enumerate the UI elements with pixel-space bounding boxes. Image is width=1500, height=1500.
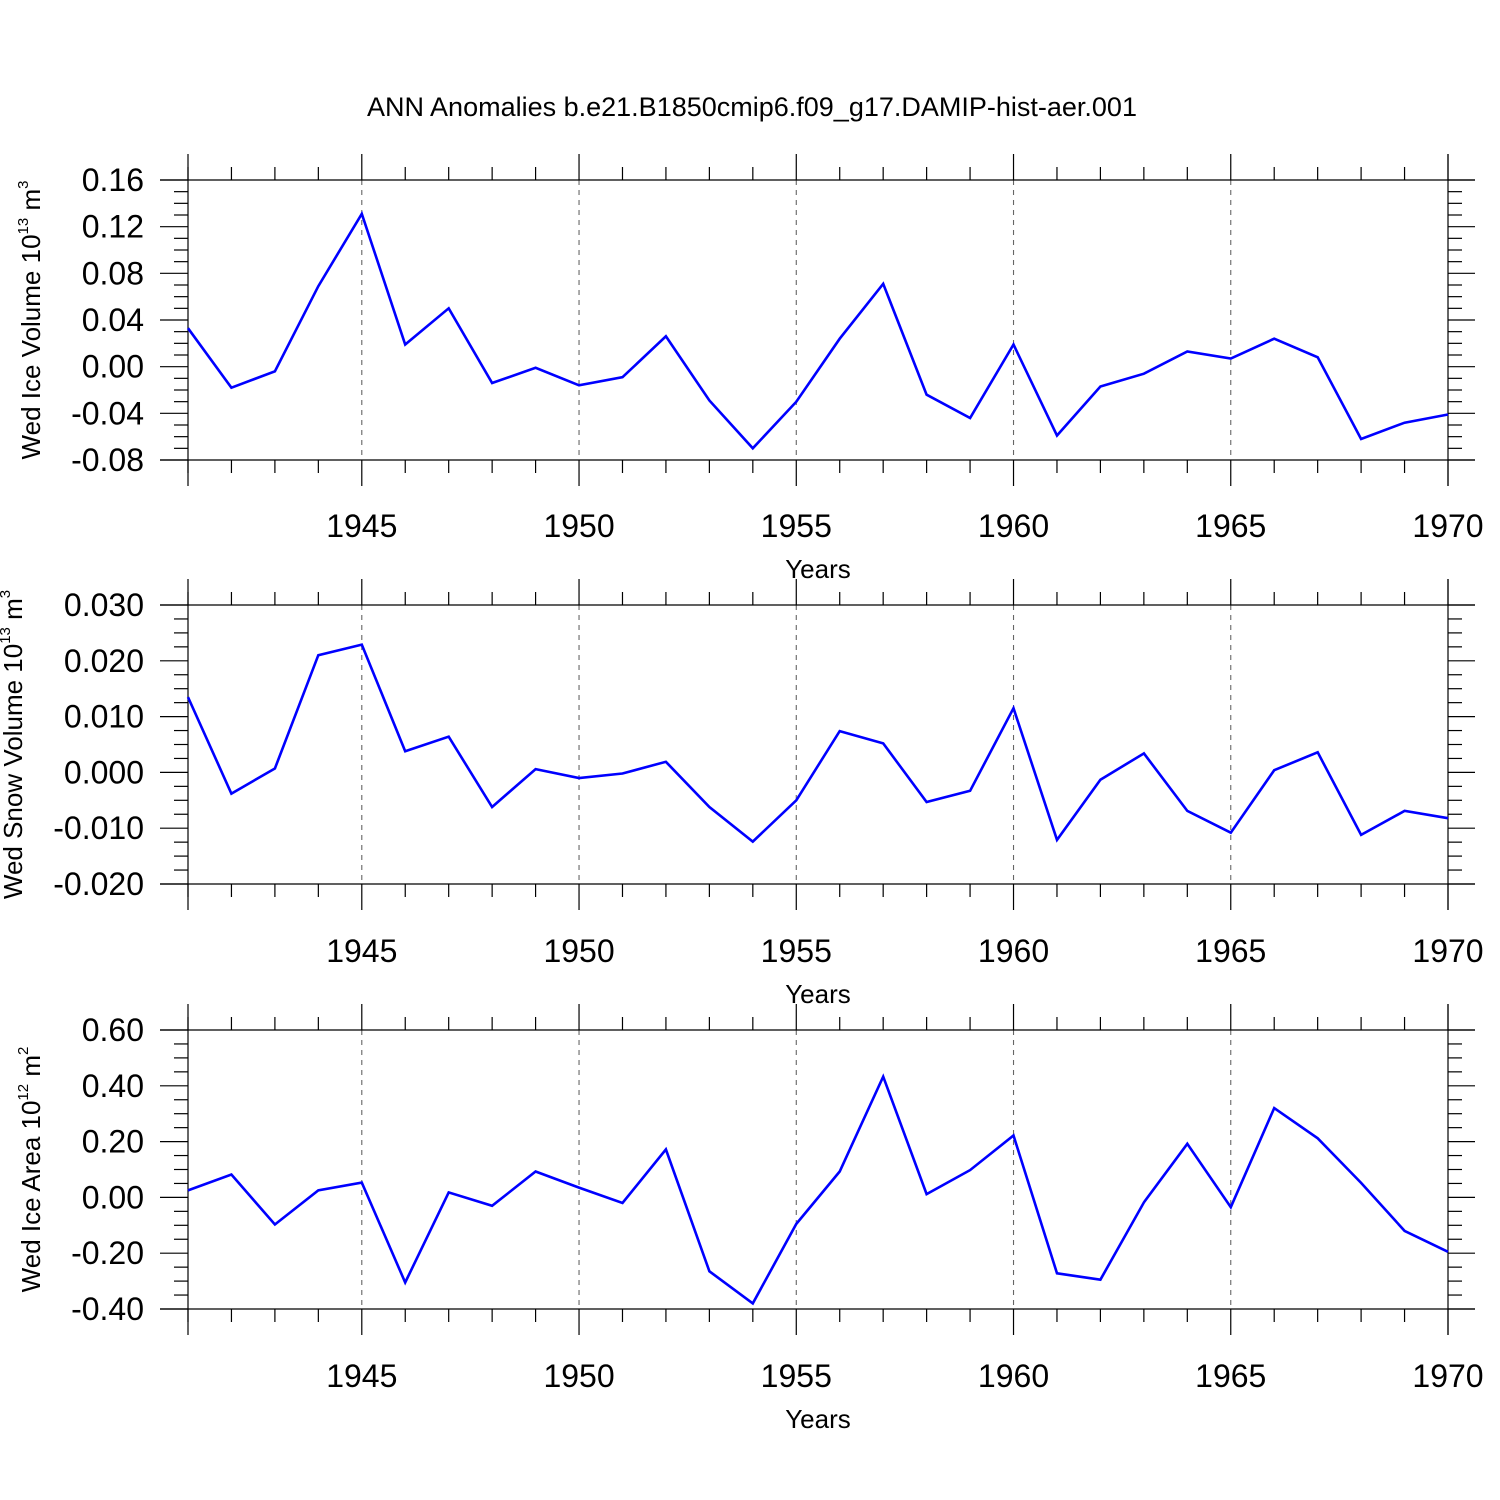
y-axis-title: Wed Snow Volume 1013 m3 xyxy=(0,590,28,899)
x-tick-label: 1970 xyxy=(1412,508,1483,544)
y-tick-label: 0.020 xyxy=(64,643,144,679)
y-tick-label: 0.00 xyxy=(82,1179,144,1215)
x-tick-label: 1945 xyxy=(326,508,397,544)
panel-1: 1945 1950 1955 1960 1965 1970 -0.08 -0.04 0.00 0.… xyxy=(15,154,1484,584)
y-tick-label: -0.40 xyxy=(71,1291,144,1327)
y-tick-label: -0.04 xyxy=(71,395,144,431)
y-tick-label: 0.08 xyxy=(82,255,144,291)
y-tick-label: 0.60 xyxy=(82,1012,144,1048)
y-tick-label: -0.08 xyxy=(71,442,144,478)
y-tick-label: 0.16 xyxy=(82,162,144,198)
x-tick-label: 1945 xyxy=(326,1358,397,1394)
x-tick-label: 1950 xyxy=(543,508,614,544)
y-tick-label: 0.000 xyxy=(64,754,144,790)
series-line xyxy=(186,643,1449,844)
panel-3: 1945 1950 1955 1960 1965 1970 -0.40 -0.20 0.00 0.… xyxy=(15,1004,1484,1434)
y-tick-label: 0.010 xyxy=(64,699,144,735)
x-tick-label: 1960 xyxy=(978,508,1049,544)
x-tick-label: 1970 xyxy=(1412,933,1483,969)
y-tick-label: 0.00 xyxy=(82,349,144,385)
y-tick-label: 0.40 xyxy=(82,1068,144,1104)
x-axis-title: Years xyxy=(785,554,851,584)
y-tick-label: 0.030 xyxy=(64,587,144,623)
series-line xyxy=(186,210,1449,451)
x-tick-label: 1965 xyxy=(1195,1358,1266,1394)
x-tick-label: 1965 xyxy=(1195,933,1266,969)
series-line xyxy=(187,1073,1449,1306)
x-tick-label: 1950 xyxy=(543,933,614,969)
x-axis-title: Years xyxy=(785,979,851,1009)
x-tick-label: 1955 xyxy=(761,1358,832,1394)
y-tick-label: 0.12 xyxy=(82,209,144,245)
y-tick-label: -0.20 xyxy=(71,1235,144,1271)
y-tick-label: 0.20 xyxy=(82,1124,144,1160)
x-tick-label: 1945 xyxy=(326,933,397,969)
x-tick-label: 1955 xyxy=(761,508,832,544)
y-tick-label: -0.020 xyxy=(53,866,144,902)
x-tick-label: 1950 xyxy=(543,1358,614,1394)
x-tick-label: 1955 xyxy=(761,933,832,969)
x-axis-title: Years xyxy=(785,1404,851,1434)
x-tick-label: 1970 xyxy=(1412,1358,1483,1394)
x-tick-label: 1960 xyxy=(978,1358,1049,1394)
x-tick-label: 1965 xyxy=(1195,508,1266,544)
y-axis-title: Wed Ice Volume 1013 m3 xyxy=(15,181,46,460)
panel-2: 1945 1950 1955 1960 1965 1970 -0.020 -0.010 0.00… xyxy=(0,579,1484,1009)
y-axis-title: Wed Ice Area 1012 m2 xyxy=(15,1047,46,1293)
y-tick-label: -0.010 xyxy=(53,810,144,846)
y-tick-label: 0.04 xyxy=(82,302,144,338)
chart-title: ANN Anomalies b.e21.B1850cmip6.f09_g17.D… xyxy=(367,92,1137,122)
x-tick-label: 1960 xyxy=(978,933,1049,969)
